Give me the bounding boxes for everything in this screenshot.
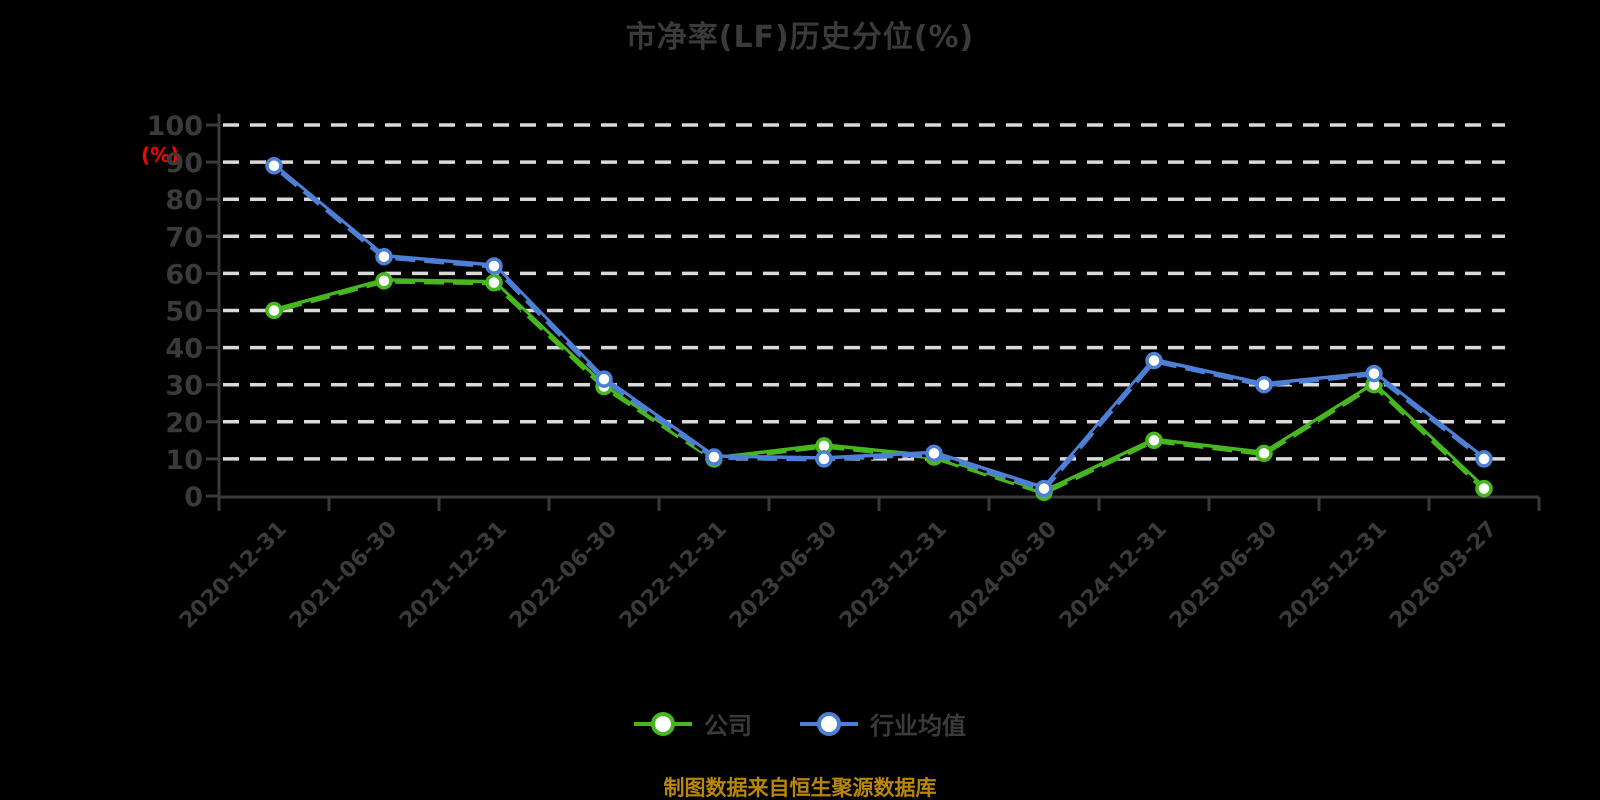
y-axis-tick-label: 20 [165, 408, 203, 439]
legend-item-industry-average[interactable]: 行业均值 [800, 706, 966, 741]
data-point-marker-公司[interactable] [485, 273, 503, 292]
company-line-marker-icon [634, 711, 692, 736]
data-point-marker-行业均值[interactable] [815, 450, 833, 468]
data-point-marker-行业均值[interactable] [1475, 450, 1493, 468]
x-axis-tick-label: 2021-06-30 [285, 517, 402, 634]
x-axis-tick-label: 2021-12-31 [395, 517, 512, 634]
industry-line-marker-icon [800, 711, 858, 736]
data-point-marker-行业均值[interactable] [485, 257, 503, 275]
x-axis-tick-label: 2026-03-27 [1385, 517, 1502, 634]
data-point-marker-公司[interactable] [1145, 431, 1163, 450]
data-point-marker-公司[interactable] [1475, 479, 1493, 498]
y-axis-tick-label: 100 [147, 111, 203, 142]
series-line-dash-texture [273, 166, 1485, 493]
data-point-marker-行业均值[interactable] [1255, 375, 1273, 394]
data-point-marker-行业均值[interactable] [1145, 351, 1163, 370]
y-axis-tick-label: 80 [165, 185, 203, 216]
y-axis-tick-label: 10 [165, 445, 203, 476]
data-point-marker-行业均值[interactable] [925, 444, 943, 463]
data-point-marker-行业均值[interactable] [1365, 364, 1383, 383]
x-axis-tick-label: 2024-12-31 [1055, 517, 1172, 634]
y-axis-tick-label: 50 [165, 297, 203, 328]
x-axis-tick-label: 2024-06-30 [945, 517, 1062, 634]
data-point-marker-公司[interactable] [375, 272, 393, 290]
y-axis-unit-label: (%) [141, 143, 180, 167]
legend-label-industry-average: 行业均值 [870, 712, 966, 740]
x-axis-tick-label: 2023-06-30 [725, 517, 842, 634]
data-point-marker-行业均值[interactable] [705, 448, 723, 466]
x-axis-tick-label: 2025-12-31 [1275, 517, 1392, 634]
y-axis-tick-label: 40 [165, 334, 203, 365]
chart-legend: 公司 行业均值 [0, 706, 1600, 741]
data-point-marker-公司[interactable] [265, 301, 283, 320]
series-line-dash-texture [273, 281, 1485, 496]
y-axis-tick-label: 60 [165, 259, 203, 290]
data-point-marker-行业均值[interactable] [375, 247, 393, 266]
y-axis-tick-label: 30 [165, 371, 203, 402]
x-axis-tick-label: 2023-12-31 [835, 517, 952, 634]
y-axis-tick-label: 0 [184, 482, 203, 513]
data-point-marker-行业均值[interactable] [595, 370, 613, 388]
series-line-行业均值 [271, 163, 1487, 492]
legend-label-company: 公司 [704, 712, 752, 740]
y-axis-tick-label: 90 [165, 148, 203, 179]
chart-title: 市净率(LF)历史分位(%) [625, 20, 975, 55]
x-axis-tick-label: 2022-06-30 [505, 517, 622, 634]
legend-item-company[interactable]: 公司 [634, 706, 752, 741]
series-line-公司 [271, 278, 1487, 496]
data-source-note: 制图数据来自恒生聚源数据库 [663, 776, 937, 800]
x-axis-tick-label: 2022-12-31 [615, 517, 732, 634]
y-axis-tick-label: 70 [165, 222, 203, 253]
data-point-marker-行业均值[interactable] [265, 157, 283, 175]
data-point-marker-公司[interactable] [1255, 444, 1273, 463]
data-point-marker-行业均值[interactable] [1035, 479, 1053, 498]
x-axis-tick-label: 2025-06-30 [1165, 517, 1282, 634]
x-axis-tick-label: 2020-12-31 [175, 517, 292, 634]
